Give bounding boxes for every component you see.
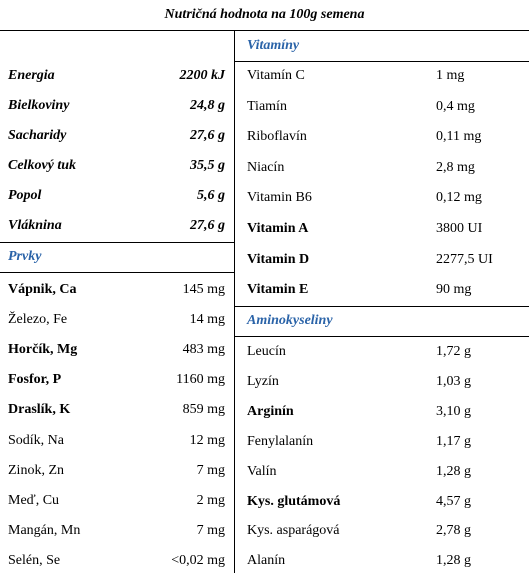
macro-name: Bielkoviny [8,98,70,113]
vitamin-name: Vitamín C [247,68,305,83]
macro-value: 5,6 g [197,188,225,203]
mineral-name: Mangán, Mn [8,522,81,538]
mineral-value: 483 mg [182,342,225,358]
rule [234,30,235,573]
mineral-name: Vápnik, Ca [8,282,77,297]
vitamin-value: 2277,5 UI [436,251,493,267]
vitamin-name: Vitamin B6 [247,190,312,206]
mineral-name: Železo, Fe [8,312,68,328]
table-title: Nutričná hodnota na 100g semena [164,7,365,22]
vitamin-value: 2,8 mg [436,159,475,175]
amino-name: Lyzín [247,373,279,389]
mineral-name: Horčík, Mg [8,342,78,358]
macro-value: 27,6 g [190,128,225,143]
vitamin-value: 90 mg [436,282,472,298]
amino-name: Fenylalanín [247,433,314,449]
amino-name: Kys. asparágová [247,523,340,539]
mineral-name: Meď, Cu [8,492,60,508]
mineral-name: Fosfor, P [8,372,62,388]
macro-value: 27,6 g [190,218,225,233]
vitamin-value: 0,11 mg [436,129,482,145]
mineral-name: Selén, Se [8,552,61,568]
vitamin-name: Tiamín [247,98,287,114]
rule [235,336,529,337]
rule [0,272,234,273]
mineral-value: 7 mg [196,462,225,478]
macro-value: 2200 kJ [179,68,226,83]
amino-name: Alanín [247,553,286,569]
amino-value: 1,03 g [436,373,471,389]
amino-value: 3,10 g [436,403,471,419]
mineral-name: Sodík, Na [8,432,64,448]
vitamin-name: Riboflavín [247,129,307,145]
vitamin-name: Vitamin D [247,251,310,267]
section-header: Vitamíny [247,38,300,53]
rule [0,242,234,243]
amino-name: Leucín [247,344,286,359]
mineral-value: <0,02 mg [171,552,225,568]
mineral-name: Draslík, K [8,402,71,418]
mineral-value: 1160 mg [176,372,225,388]
vitamin-value: 3800 UI [436,221,483,236]
vitamin-value: 1 mg [436,68,465,83]
amino-value: 1,17 g [436,433,471,449]
amino-name: Valín [247,463,277,479]
mineral-value: 859 mg [182,402,225,418]
amino-value: 1,28 g [436,463,471,479]
mineral-value: 14 mg [189,312,225,328]
section-header: Aminokyseliny [247,313,333,328]
macro-name: Popol [8,188,42,203]
macro-name: Sacharidy [8,128,67,143]
section-header: Prvky [8,249,42,264]
mineral-name: Zinok, Zn [8,462,64,478]
amino-value: 2,78 g [436,523,471,539]
macro-value: 35,5 g [190,158,225,173]
mineral-value: 7 mg [196,522,225,538]
macro-value: 24,8 g [190,98,225,113]
mineral-value: 2 mg [196,492,225,508]
vitamin-name: Vitamin A [247,221,309,236]
amino-value: 1,72 g [436,344,471,359]
rule [0,30,529,31]
amino-name: Kys. glutámová [247,493,341,509]
amino-name: Arginín [247,403,294,419]
amino-value: 4,57 g [436,493,471,509]
mineral-value: 12 mg [189,432,225,448]
vitamin-value: 0,12 mg [436,190,482,206]
vitamin-name: Niacín [247,159,285,175]
amino-value: 1,28 g [436,553,471,569]
vitamin-name: Vitamin E [247,282,309,298]
macro-name: Energia [8,68,55,83]
macro-name: Vláknina [8,218,62,233]
macro-name: Celkový tuk [8,158,77,173]
rule [235,306,529,307]
vitamin-value: 0,4 mg [436,98,475,114]
mineral-value: 145 mg [182,282,225,297]
rule [235,61,529,62]
